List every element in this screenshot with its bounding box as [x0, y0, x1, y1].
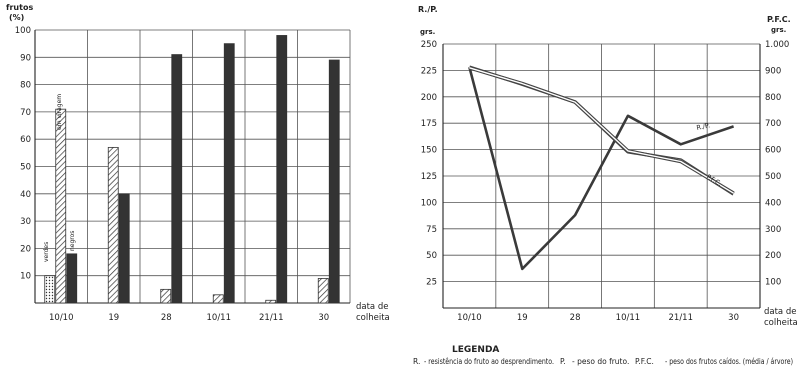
bar-x-tick-label: 19 — [108, 313, 119, 323]
legend-title: LEGENDA — [452, 345, 499, 355]
bar-em-viragem-1 — [107, 146, 119, 304]
legend-text-p: - peso do fruto. — [572, 357, 629, 366]
series-label-negros: negros — [69, 231, 76, 251]
bar-y-tick-label: 90 — [20, 53, 31, 63]
line-left-y-tick-label: 100 — [421, 198, 437, 208]
bar-x-tick-label: 21/11 — [259, 313, 284, 323]
line-chart-x-label-line2: colheita — [764, 318, 798, 328]
legend: LEGENDA R. - resistência do fruto ao des… — [413, 345, 793, 366]
series-label-verdes: verdes — [43, 242, 50, 262]
curve-label-pfc: P.F.C. — [705, 173, 723, 188]
line-right-y-tick-label: 800 — [765, 93, 781, 103]
bar-em-viragem-5 — [317, 278, 329, 304]
legend-key-p: P. — [560, 357, 566, 366]
line-left-y-tick-label: 25 — [426, 278, 437, 288]
line-chart-series — [468, 65, 735, 271]
bar-negros-5 — [328, 59, 340, 304]
bar-negros-4 — [276, 35, 288, 304]
bar-x-tick-label: 10/10 — [49, 313, 74, 323]
line-right-y-tick-label: 200 — [765, 251, 781, 261]
line-right-y-tick-label: 700 — [765, 119, 781, 129]
bar-chart-y-ticks: 10 20 30 40 50 60 70 80 90 100 — [15, 26, 31, 282]
line-left-y-tick-label: 200 — [421, 93, 437, 103]
line-x-tick-label: 10/11 — [616, 313, 641, 323]
line-chart-right-y-unit: grs. — [771, 26, 786, 34]
series-line-r/p — [468, 66, 735, 271]
line-left-y-tick-label: 150 — [421, 146, 437, 156]
bar-chart-y-label: frutos — [6, 3, 33, 12]
bar-chart-x-ticks: 10/10 19 28 10/11 21/11 30 — [49, 313, 329, 323]
line-x-tick-label: 19 — [517, 313, 528, 323]
legend-key-pfc: P.F.C. — [635, 357, 654, 366]
bar-x-tick-label: 30 — [318, 313, 329, 323]
bar-verdes-0 — [44, 275, 56, 304]
line-left-y-tick-label: 175 — [421, 119, 437, 129]
line-left-y-tick-label: 50 — [426, 251, 437, 261]
bar-negros-3 — [223, 43, 235, 304]
bar-x-tick-label: 28 — [161, 313, 172, 323]
legend-key-r: R. — [413, 357, 420, 366]
bar-y-tick-label: 80 — [20, 81, 31, 91]
bar-em-viragem-3 — [212, 294, 224, 304]
line-chart-left-y-unit: grs. — [420, 28, 435, 36]
bar-em-viragem-0 — [55, 108, 67, 304]
bar-negros-1 — [118, 193, 130, 304]
line-chart-left-y-ticks: 25 50 75 100 125 150 175 200 225 250 — [421, 40, 437, 288]
bar-chart-y-unit: (%) — [9, 13, 24, 22]
series-label-em-viragem: em viragem — [56, 94, 63, 130]
line-left-y-tick-label: 125 — [421, 172, 437, 182]
bar-y-tick-label: 60 — [20, 135, 31, 145]
bar-chart-grid — [34, 29, 351, 304]
line-right-y-tick-label: 500 — [765, 172, 781, 182]
bar-y-tick-label: 50 — [20, 163, 31, 173]
line-right-y-tick-label: 1.000 — [765, 40, 789, 50]
line-chart-grid — [442, 43, 761, 309]
line-right-y-tick-label: 900 — [765, 66, 781, 76]
line-x-tick-label: 21/11 — [669, 313, 694, 323]
line-right-y-tick-label: 100 — [765, 278, 781, 288]
bar-negros-0 — [66, 253, 78, 304]
line-chart-left-y-label: R./P. — [418, 5, 438, 14]
bar-y-tick-label: 70 — [20, 108, 31, 118]
line-x-tick-label: 30 — [728, 313, 739, 323]
bar-negros-2 — [171, 54, 183, 304]
line-x-tick-label: 10/10 — [457, 313, 482, 323]
line-chart-x-label-line1: data de — [764, 307, 796, 317]
line-right-y-tick-label: 400 — [765, 198, 781, 208]
line-right-y-tick-label: 600 — [765, 146, 781, 156]
line-right-y-tick-label: 300 — [765, 225, 781, 235]
bar-y-tick-label: 40 — [20, 190, 31, 200]
bar-em-viragem-4 — [265, 299, 277, 304]
curve-label-rp: R./P. — [696, 121, 711, 132]
line-left-y-tick-label: 225 — [421, 66, 437, 76]
legend-text-pfc: - peso dos frutos caídos. (média / árvor… — [665, 357, 793, 366]
series-line-pfc-inner — [469, 67, 734, 194]
bar-y-tick-label: 20 — [20, 244, 31, 254]
bar-chart-x-label-line1: data de — [356, 302, 388, 312]
bar-y-tick-label: 30 — [20, 217, 31, 227]
bar-chart-bars — [44, 35, 340, 304]
line-chart-right-y-label: P.F.C. — [767, 15, 791, 24]
bar-y-tick-label: 10 — [20, 272, 31, 282]
line-x-tick-label: 28 — [570, 313, 581, 323]
bar-x-tick-label: 10/11 — [207, 313, 232, 323]
bar-chart-x-label-line2: colheita — [356, 313, 390, 323]
line-chart-x-ticks: 10/10 19 28 10/11 21/11 30 — [457, 313, 739, 323]
line-left-y-tick-label: 250 — [421, 40, 437, 50]
legend-text-r: - resistência do fruto ao desprendimento… — [424, 357, 554, 366]
bar-y-tick-label: 100 — [15, 26, 31, 36]
line-left-y-tick-label: 75 — [426, 225, 437, 235]
line-chart: 25 50 75 100 125 150 175 200 225 250 100 200 300 400… — [418, 5, 798, 328]
bar-chart: 10 20 30 40 50 60 70 80 90 100 10/10 19 28 10/11 21/1… — [6, 3, 390, 323]
line-chart-right-y-ticks: 100 200 300 400 500 600 700 800 900 1.000 — [765, 40, 789, 288]
bar-em-viragem-2 — [160, 288, 172, 304]
